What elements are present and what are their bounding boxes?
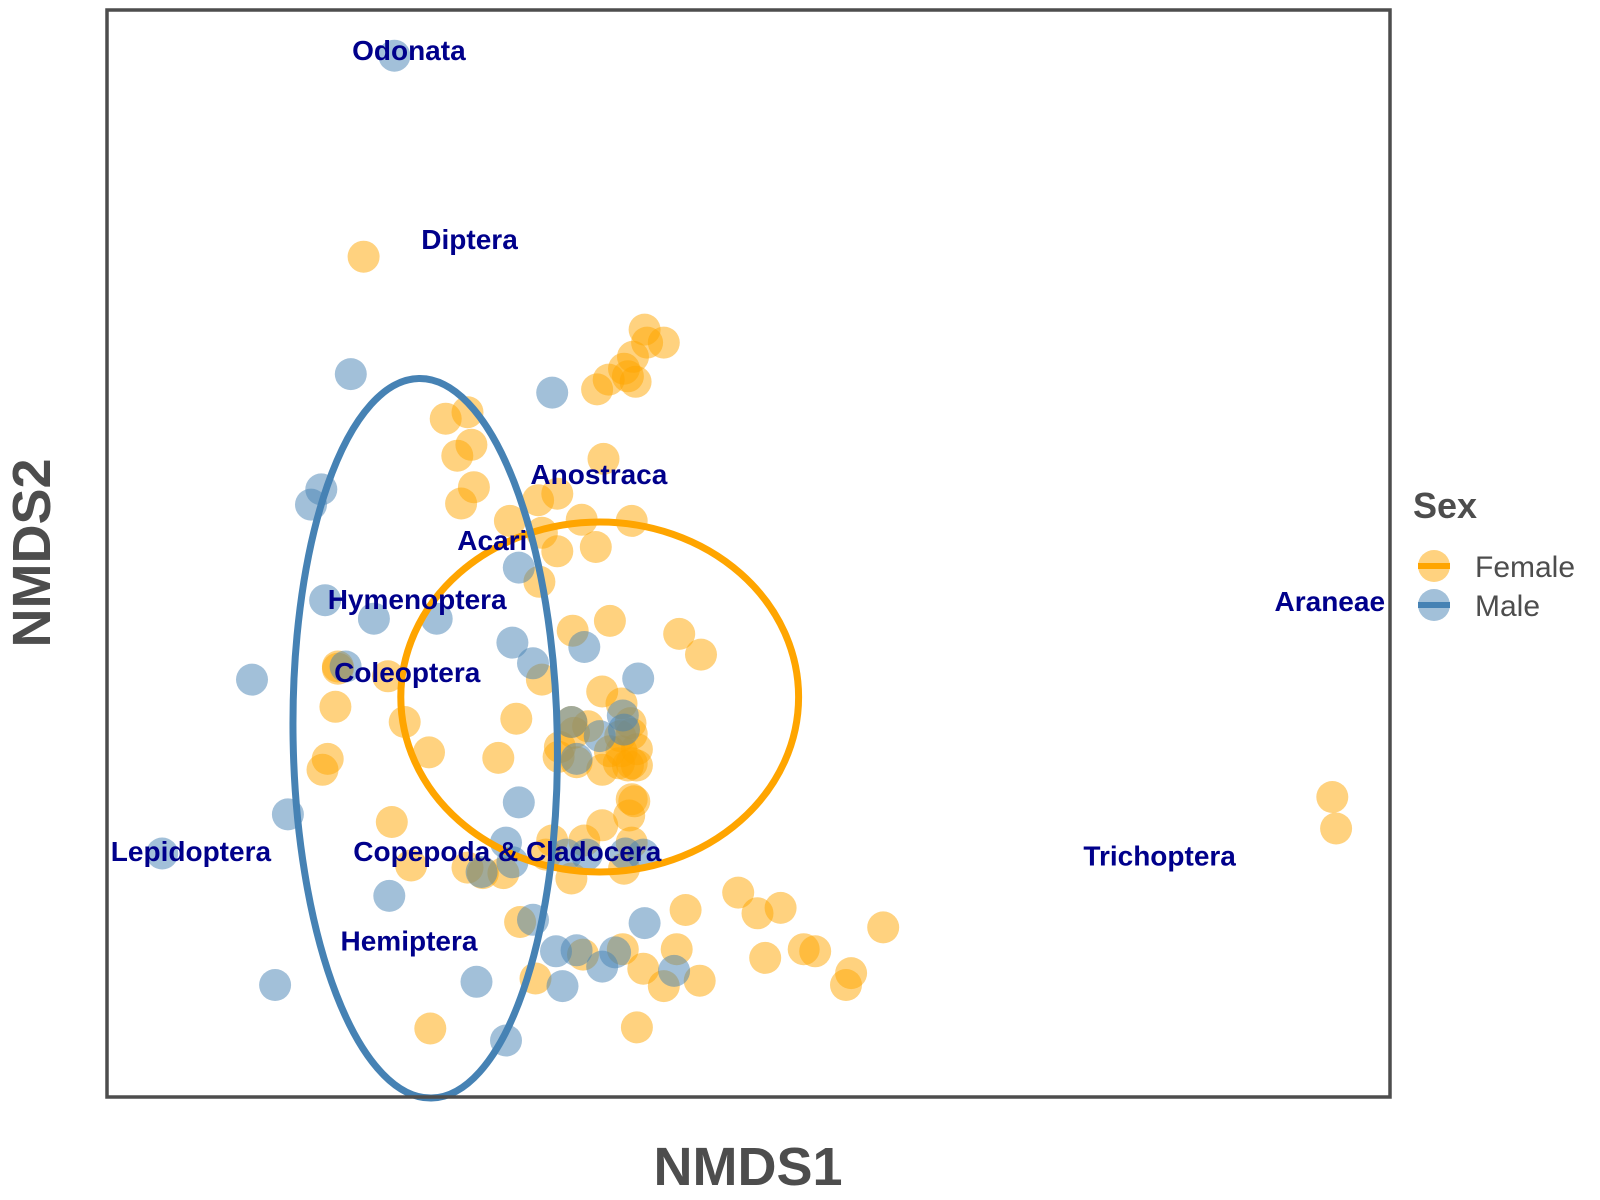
female-confidence-ellipse — [397, 518, 803, 876]
male-point-33 — [560, 934, 593, 967]
female-point-63 — [685, 638, 717, 671]
male-point-40 — [546, 970, 579, 1003]
female-point-85 — [414, 1012, 447, 1045]
female-point-4 — [429, 402, 462, 435]
female-point-31 — [395, 849, 428, 882]
female-point-75 — [722, 876, 755, 909]
male-point-7 — [357, 602, 390, 635]
male-point-36 — [658, 954, 691, 987]
male-point-27 — [570, 838, 603, 871]
female-point-22 — [482, 741, 515, 774]
female-point-0 — [347, 240, 380, 273]
male-point-17 — [583, 720, 616, 753]
plot-panel-border — [105, 8, 1392, 1099]
female-point-87 — [749, 941, 782, 974]
male-point-9 — [496, 626, 529, 659]
legend-label-female: Female — [1475, 551, 1575, 584]
taxon-label-hymenoptera: Hymenoptera — [328, 584, 507, 615]
female-point-65 — [413, 736, 445, 769]
male-point-30 — [373, 879, 406, 912]
male-point-23 — [465, 856, 498, 888]
male-point-19 — [606, 699, 639, 732]
male-point-18 — [555, 706, 588, 738]
female-point-14 — [587, 442, 620, 475]
label-layer: Odonata Diptera Anostraca Acari Hymenoptera C… — [111, 35, 1385, 956]
taxon-label-hemiptera: Hemiptera — [341, 925, 478, 956]
female-point-77 — [669, 894, 702, 926]
male-point-39 — [460, 965, 493, 998]
male-point-1 — [334, 358, 367, 391]
male-point-0 — [378, 39, 411, 72]
female-point-94 — [830, 969, 862, 1001]
y-axis-title: NMDS2 — [2, 458, 62, 647]
legend-label-male: Male — [1475, 590, 1540, 623]
male-point-10 — [568, 631, 601, 663]
male-point-12 — [329, 650, 362, 683]
male-point-35 — [628, 907, 661, 940]
taxon-label-copepoda-cladocera: Copepoda & Cladocera — [353, 836, 661, 867]
male-point-11 — [236, 663, 268, 696]
taxon-label-coleoptera: Coleoptera — [334, 657, 481, 688]
taxon-label-lepidoptera: Lepidoptera — [111, 836, 272, 867]
male-point-5 — [502, 551, 535, 584]
legend-key-female — [1418, 550, 1450, 582]
taxon-label-trichoptera: Trichoptera — [1083, 841, 1236, 872]
male-point-13 — [622, 662, 655, 695]
female-point-90 — [787, 933, 820, 966]
male-point-2 — [536, 376, 569, 409]
female-point-92 — [867, 911, 900, 944]
female-point-10 — [541, 535, 574, 568]
male-point-41 — [586, 950, 619, 983]
female-point-6 — [457, 471, 490, 504]
taxon-label-diptera: Diptera — [421, 224, 518, 255]
female-point-86 — [620, 1011, 653, 1044]
x-axis-title: NMDS1 — [653, 1137, 842, 1197]
legend: Sex Female Male — [1413, 485, 1575, 623]
legend-title: Sex — [1413, 485, 1477, 526]
female-point-74 — [628, 313, 661, 346]
male-point-22 — [146, 837, 179, 870]
male-point-20 — [502, 786, 535, 819]
female-point-40 — [586, 809, 619, 842]
male-point-6 — [309, 584, 342, 617]
female-point-25 — [372, 660, 404, 693]
taxon-label-acari: Acari — [457, 525, 527, 556]
male-point-37 — [259, 969, 292, 1001]
legend-key-male — [1418, 589, 1450, 621]
taxon-label-anostraca: Anostraca — [530, 459, 667, 490]
female-point-60 — [615, 747, 648, 780]
female-point-84 — [683, 964, 716, 997]
taxon-label-araneae: Araneae — [1275, 586, 1386, 617]
female-point-18 — [500, 702, 533, 735]
female-point-30 — [375, 806, 408, 838]
female-point-91 — [764, 891, 797, 924]
female-point-96 — [1320, 812, 1353, 845]
female-point-95 — [1316, 781, 1349, 813]
taxon-label-odonata: Odonata — [352, 35, 466, 66]
female-point-29 — [306, 753, 339, 786]
female-point-3 — [455, 428, 488, 461]
female-point-16 — [593, 604, 626, 637]
male-point-15 — [560, 742, 593, 775]
female-point-44 — [613, 799, 646, 832]
point-layer — [146, 39, 1353, 1057]
male-point-16 — [517, 647, 549, 680]
female-point-64 — [663, 617, 696, 650]
female-point-12 — [541, 477, 574, 510]
female-point-56 — [586, 675, 619, 708]
female-point-7 — [493, 504, 526, 537]
female-point-70 — [619, 365, 652, 398]
female-point-27 — [319, 690, 352, 723]
female-point-15 — [579, 531, 612, 563]
